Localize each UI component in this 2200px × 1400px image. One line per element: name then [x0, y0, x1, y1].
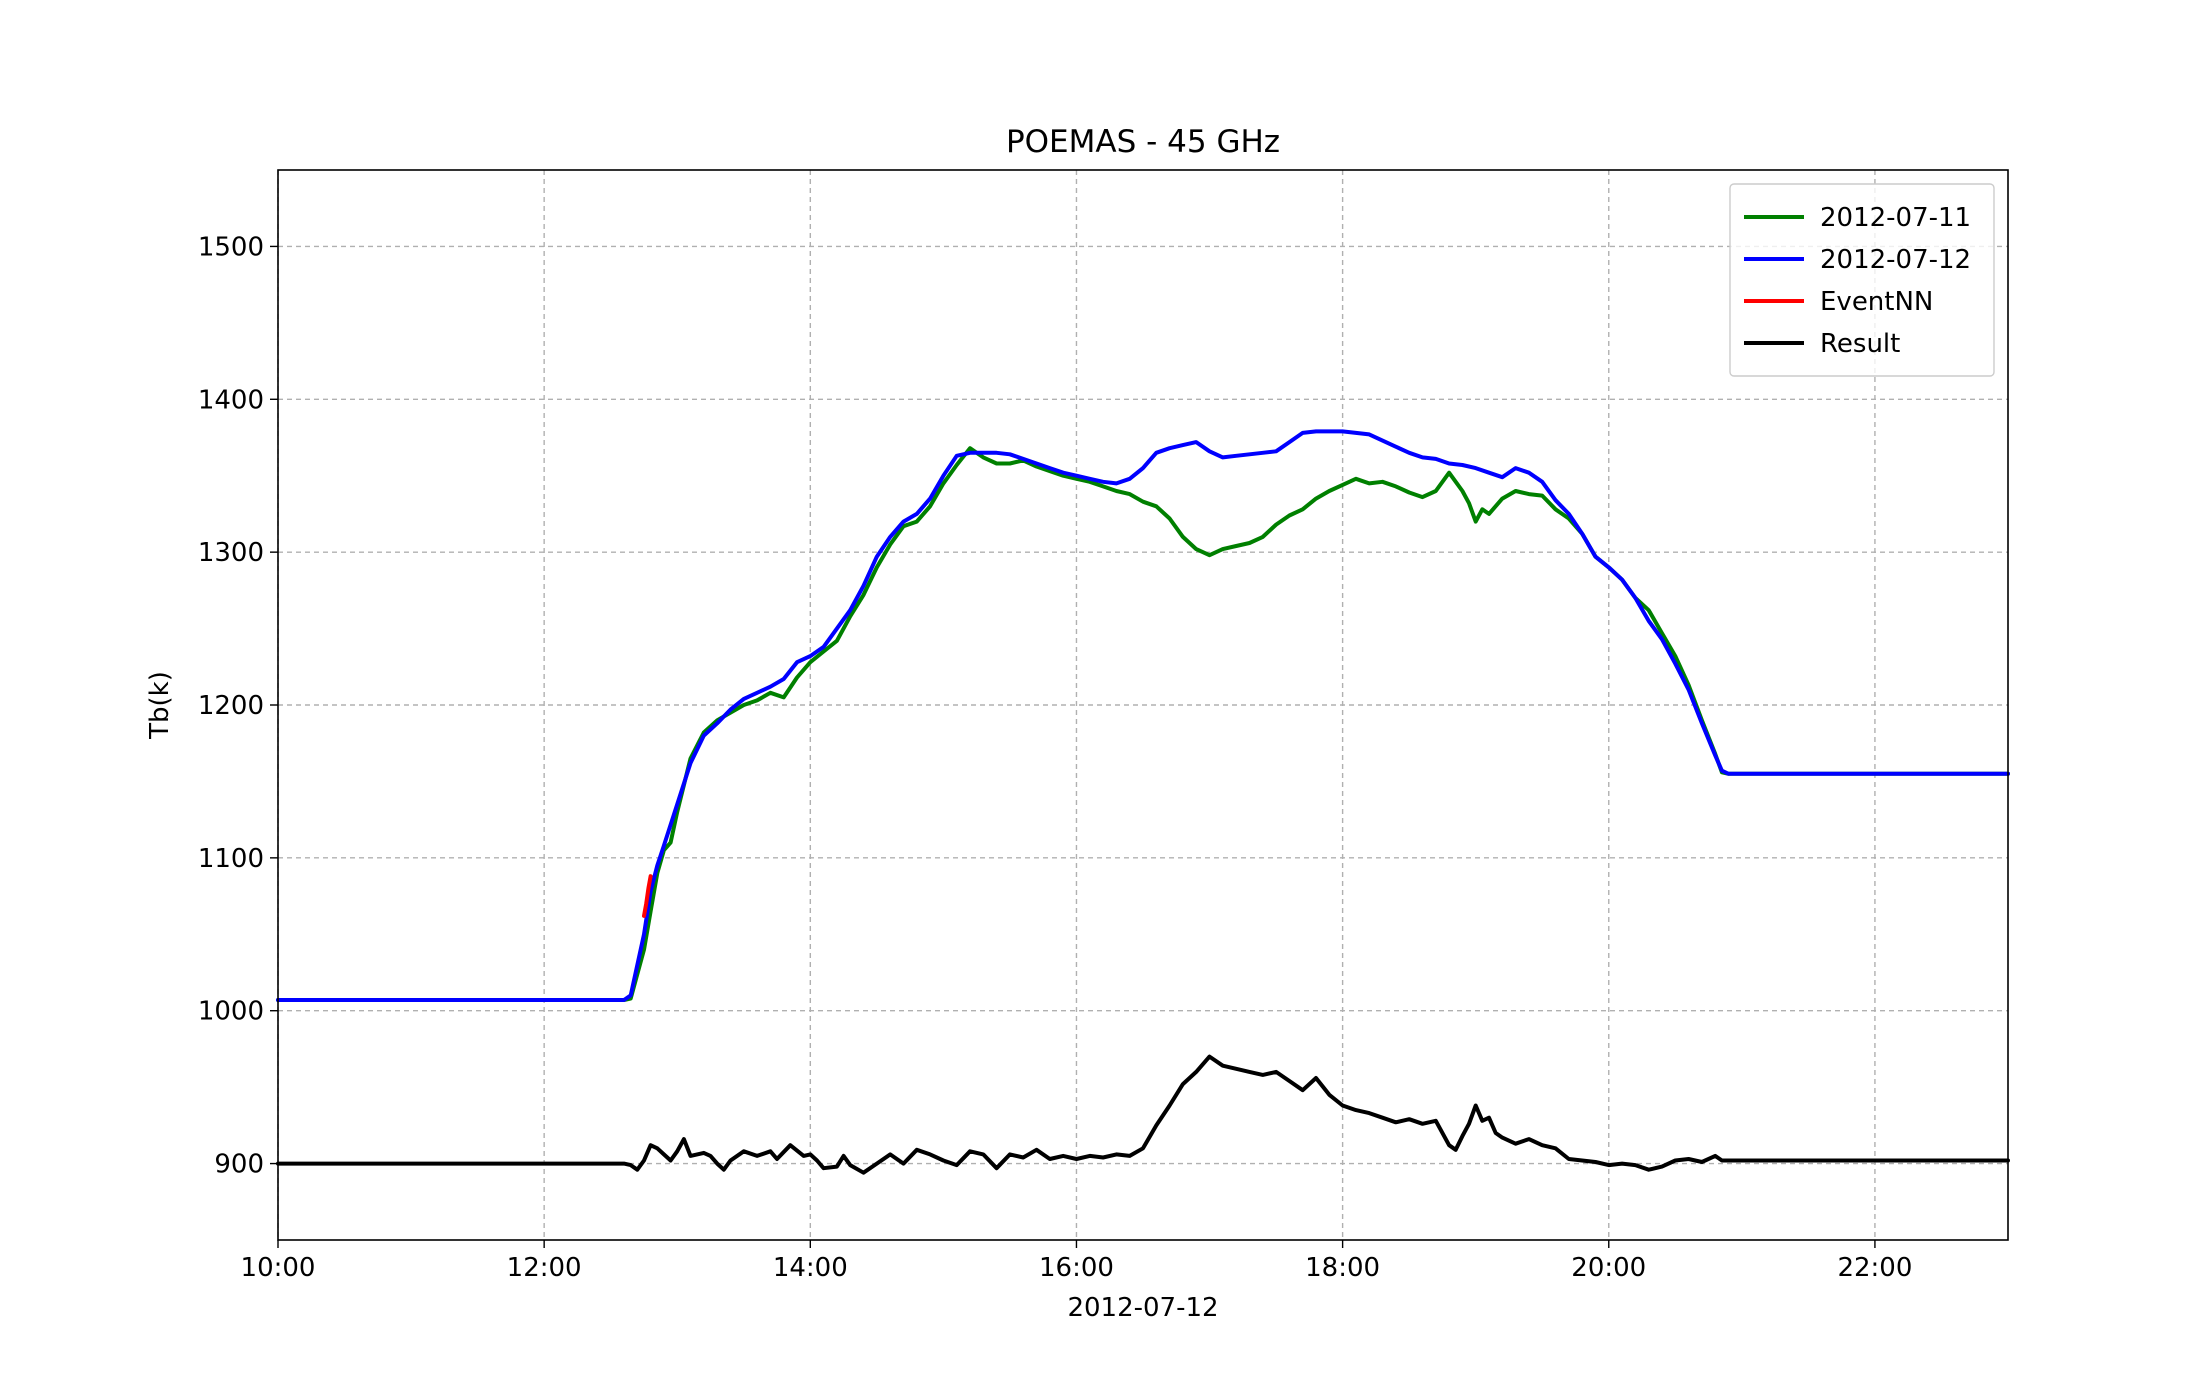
y-tick-label: 1400 [198, 385, 264, 415]
chart-title: POEMAS - 45 GHz [1006, 124, 1280, 160]
x-tick-label: 14:00 [773, 1253, 848, 1283]
x-tick-label: 22:00 [1837, 1253, 1912, 1283]
y-tick-label: 1300 [198, 538, 264, 568]
x-tick-label: 20:00 [1571, 1253, 1646, 1283]
legend-box [1729, 183, 1995, 377]
x-tick-label: 16:00 [1039, 1253, 1114, 1283]
legend-label: 2012-07-11 [1820, 203, 1971, 233]
y-tick-label: 900 [214, 1150, 264, 1180]
x-tick-label: 10:00 [241, 1253, 316, 1283]
grid [277, 170, 2008, 1240]
legend: 2012-07-11 2012-07-12 EventNN Result [1729, 183, 1995, 377]
y-tick-label: 1500 [198, 232, 264, 262]
series-group [276, 429, 2010, 1175]
series-line-eventnn [642, 874, 653, 918]
y-axis-label: Tb(k) [145, 671, 175, 740]
series-line-2012-07-11 [276, 446, 2010, 1002]
series-line-2012-07-12 [276, 429, 2010, 1002]
legend-label: Result [1820, 329, 1900, 359]
x-tick-label: 12:00 [507, 1253, 582, 1283]
y-tick-label: 1200 [198, 691, 264, 721]
y-axis: 900 1000 1100 1200 1300 1400 1500 [198, 232, 278, 1180]
y-tick-label: 1100 [198, 844, 264, 874]
legend-label: EventNN [1820, 287, 1933, 317]
y-tick-label: 1000 [198, 997, 264, 1027]
x-axis: 10:00 12:00 14:00 16:00 18:00 20:00 22:00 [241, 1240, 1912, 1283]
legend-label: 2012-07-12 [1820, 245, 1971, 275]
x-tick-label: 18:00 [1305, 1253, 1380, 1283]
x-axis-label: 2012-07-12 [1067, 1293, 1218, 1323]
series-line-result [276, 1054, 2010, 1175]
